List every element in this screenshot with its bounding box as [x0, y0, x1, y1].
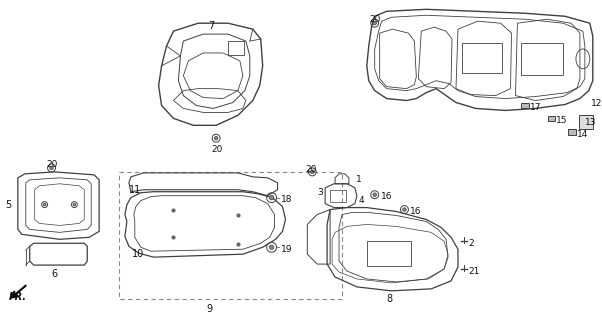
Bar — [367, 241, 411, 266]
Text: 18: 18 — [281, 195, 292, 204]
Text: 21: 21 — [468, 267, 479, 276]
Text: 20: 20 — [211, 145, 223, 154]
Text: 13: 13 — [585, 118, 597, 127]
Bar — [462, 43, 501, 73]
Text: 10: 10 — [132, 249, 144, 259]
Text: 8: 8 — [386, 294, 393, 304]
Circle shape — [269, 245, 274, 250]
Bar — [579, 116, 593, 129]
Text: 20: 20 — [46, 160, 58, 169]
Text: 20: 20 — [370, 15, 381, 24]
Text: 14: 14 — [577, 130, 588, 139]
Text: 20: 20 — [305, 165, 317, 174]
Bar — [568, 129, 576, 135]
Text: 5: 5 — [5, 200, 11, 210]
Text: 1: 1 — [356, 175, 362, 184]
Text: 19: 19 — [281, 245, 292, 254]
Circle shape — [373, 21, 376, 25]
Circle shape — [43, 203, 46, 206]
Text: 3: 3 — [317, 188, 323, 197]
Circle shape — [73, 203, 76, 206]
Text: 15: 15 — [556, 116, 568, 125]
Text: 16: 16 — [380, 192, 392, 201]
Circle shape — [50, 166, 54, 170]
Bar — [521, 43, 563, 75]
Circle shape — [214, 136, 218, 140]
Text: 9: 9 — [206, 304, 213, 314]
Circle shape — [403, 208, 406, 211]
Text: 11: 11 — [129, 185, 141, 195]
Circle shape — [373, 193, 376, 196]
Text: 16: 16 — [411, 207, 422, 216]
Text: 12: 12 — [591, 99, 602, 108]
Bar — [521, 102, 529, 108]
Bar — [119, 172, 342, 299]
Text: 2: 2 — [468, 239, 474, 248]
Text: 4: 4 — [359, 196, 364, 205]
Text: 17: 17 — [530, 103, 542, 113]
Text: FR.: FR. — [9, 292, 27, 302]
Circle shape — [311, 170, 314, 174]
Bar — [548, 116, 554, 121]
Text: 6: 6 — [52, 269, 58, 279]
Bar — [330, 190, 346, 202]
Text: 7: 7 — [208, 21, 214, 31]
Circle shape — [269, 196, 274, 200]
Bar — [228, 41, 244, 55]
